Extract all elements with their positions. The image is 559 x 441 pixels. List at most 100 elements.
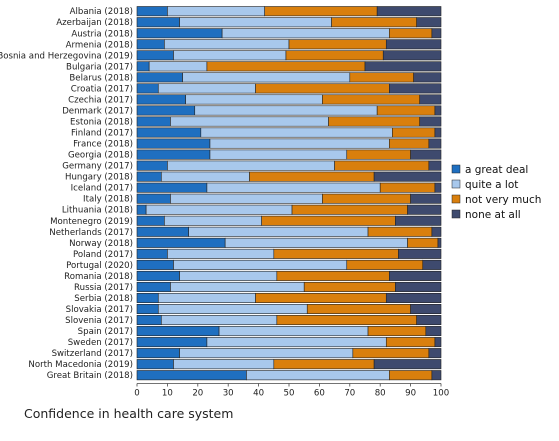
bar-segment-a-great-deal (136, 237, 226, 248)
category-label: Austria (2018) (71, 29, 133, 39)
category-label: Bulgaria (2017) (66, 62, 133, 72)
bar-segment-not-very-much (328, 116, 421, 127)
bar-segment-a-great-deal (136, 116, 171, 127)
bar-segment-none-at-all (437, 237, 442, 248)
bar-segment-none-at-all (431, 370, 442, 381)
bar-segment-a-great-deal (136, 50, 174, 61)
bar-segment-a-great-deal (136, 215, 165, 226)
bar-segment-not-very-much (264, 6, 378, 17)
bar-segment-not-very-much (331, 17, 417, 28)
bar-segment-none-at-all (389, 83, 442, 94)
legend-swatch (451, 164, 461, 174)
category-label: Great Britain (2018) (47, 371, 133, 381)
bar-segment-quite-a-lot (157, 304, 308, 315)
category-label: Serbia (2018) (74, 294, 133, 304)
x-tick-label: 100 (433, 389, 449, 399)
bar-segment-quite-a-lot (170, 281, 305, 292)
bar-segment-quite-a-lot (221, 28, 390, 39)
bar-segment-a-great-deal (136, 359, 174, 370)
bar-segment-quite-a-lot (167, 160, 335, 171)
bar-segment-not-very-much (285, 50, 384, 61)
category-label: North Macedonia (2019) (28, 360, 133, 370)
bar-segment-not-very-much (385, 337, 436, 348)
bar-segment-not-very-much (261, 215, 396, 226)
bar-segment-a-great-deal (136, 105, 196, 116)
bar-segment-none-at-all (364, 61, 442, 72)
bar-segment-not-very-much (407, 237, 439, 248)
category-label: Finland (2017) (71, 129, 133, 139)
bar-segment-quite-a-lot (170, 193, 323, 204)
bar-segment-not-very-much (367, 326, 427, 337)
bar-segment-not-very-much (349, 72, 414, 83)
bar-segment-a-great-deal (136, 83, 159, 94)
bar-segment-a-great-deal (136, 127, 202, 138)
x-tick-label: 70 (344, 389, 355, 399)
category-label: Albania (2018) (70, 7, 133, 17)
bar-segment-quite-a-lot (224, 237, 408, 248)
bar-segment-none-at-all (389, 270, 442, 281)
bar-segment-not-very-much (273, 359, 375, 370)
bar-segment-none-at-all (395, 215, 442, 226)
category-label: Spain (2017) (78, 327, 133, 337)
bar-segment-quite-a-lot (173, 359, 275, 370)
category-label: Georgia (2018) (68, 151, 133, 161)
bar-segment-none-at-all (410, 304, 442, 315)
bar-segment-none-at-all (428, 348, 442, 359)
bar-segment-none-at-all (425, 326, 442, 337)
bar-segment-none-at-all (428, 160, 442, 171)
bar-segment-a-great-deal (136, 72, 183, 83)
bar-segment-quite-a-lot (167, 6, 265, 17)
x-tick-label: 80 (375, 389, 386, 399)
bar-segment-not-very-much (322, 94, 421, 105)
bar-segment-a-great-deal (136, 138, 211, 149)
legend: a great deal quite a lot not very much none… (451, 164, 541, 221)
bar-segment-not-very-much (376, 105, 436, 116)
bar-segment-a-great-deal (136, 204, 147, 215)
bar-segment-not-very-much (346, 259, 424, 270)
bar-segment-not-very-much (255, 83, 390, 94)
category-label: Lithuania (2018) (62, 206, 133, 216)
legend-swatch (451, 194, 461, 204)
bar-segment-none-at-all (416, 315, 442, 326)
x-tick-label: 20 (192, 389, 203, 399)
bar-segment-not-very-much (322, 193, 411, 204)
bar-segment-quite-a-lot (185, 94, 323, 105)
bar-segment-quite-a-lot (173, 50, 287, 61)
bar-segment-not-very-much (334, 160, 430, 171)
category-label: Italy (2018) (83, 195, 133, 205)
bar-segment-none-at-all (434, 127, 442, 138)
bar-segment-not-very-much (276, 315, 417, 326)
category-label: Netherlands (2017) (49, 228, 133, 238)
bar-segment-a-great-deal (136, 292, 159, 303)
x-tick-label: 40 (253, 389, 264, 399)
bar-segment-quite-a-lot (179, 348, 354, 359)
category-label: Bosnia and Herzegovina (2019) (0, 51, 133, 61)
bar-segment-not-very-much (276, 270, 390, 281)
bar-segment-quite-a-lot (164, 39, 290, 50)
bar-segment-none-at-all (431, 28, 442, 39)
bar-segment-a-great-deal (136, 28, 223, 39)
category-label: Estonia (2018) (70, 118, 133, 128)
bar-segment-quite-a-lot (200, 127, 393, 138)
bar-segment-none-at-all (373, 359, 442, 370)
bar-segment-a-great-deal (136, 370, 247, 381)
bar-segment-none-at-all (410, 149, 442, 160)
category-label: Germany (2017) (62, 162, 133, 172)
bar-segment-not-very-much (352, 348, 430, 359)
bar-segment-none-at-all (434, 182, 442, 193)
category-label: Czechia (2017) (68, 95, 133, 105)
bar-segment-not-very-much (389, 370, 433, 381)
bar-segment-quite-a-lot (194, 105, 378, 116)
bar-segment-none-at-all (428, 138, 442, 149)
bar-segment-a-great-deal (136, 149, 211, 160)
x-tick-label: 30 (223, 389, 234, 399)
bar-segment-not-very-much (291, 204, 408, 215)
bar-segment-not-very-much (389, 138, 430, 149)
bar-segment-quite-a-lot (161, 315, 278, 326)
bar-segment-quite-a-lot (206, 182, 381, 193)
bar-segment-a-great-deal (136, 337, 208, 348)
legend-label: not very much (465, 194, 541, 206)
category-label: Sweden (2017) (68, 338, 133, 348)
legend-label: a great deal (465, 164, 528, 176)
